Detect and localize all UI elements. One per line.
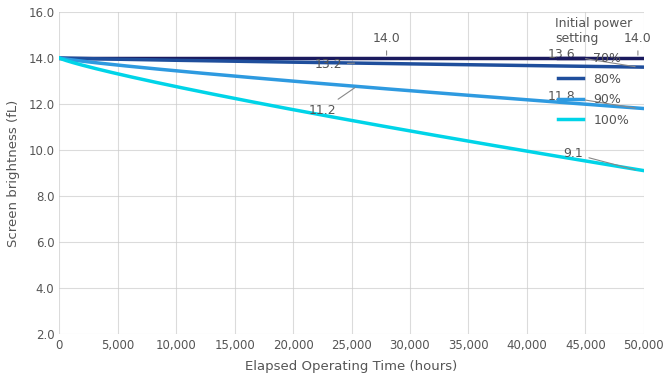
- 80%: [639, 65, 648, 70]
- Text: 13.6: 13.6: [548, 48, 635, 66]
- 100%: [372, 122, 380, 127]
- 100%: [55, 55, 63, 60]
- Legend: 70%, 80%, 90%, 100%: 70%, 80%, 90%, 100%: [550, 12, 637, 132]
- 70%: [333, 55, 341, 60]
- 90%: [403, 88, 411, 93]
- 70%: [403, 55, 411, 60]
- 90%: [639, 106, 648, 111]
- Line: 100%: 100%: [59, 58, 643, 171]
- 90%: [55, 55, 63, 60]
- 90%: [333, 82, 341, 87]
- Line: 90%: 90%: [59, 58, 643, 109]
- 90%: [534, 98, 542, 103]
- 90%: [336, 83, 344, 87]
- 90%: [625, 105, 633, 110]
- 80%: [336, 60, 344, 65]
- 90%: [372, 86, 380, 90]
- 80%: [403, 62, 411, 66]
- 70%: [639, 55, 648, 60]
- 70%: [534, 55, 542, 60]
- Line: 80%: 80%: [59, 58, 643, 67]
- 80%: [372, 61, 380, 66]
- 100%: [625, 166, 633, 171]
- Y-axis label: Screen brightness (fL): Screen brightness (fL): [7, 99, 20, 247]
- 80%: [333, 60, 341, 65]
- 100%: [336, 116, 344, 121]
- Text: 11.8: 11.8: [548, 90, 635, 108]
- X-axis label: Elapsed Operating Time (hours): Elapsed Operating Time (hours): [246, 360, 458, 373]
- 100%: [639, 168, 648, 173]
- 70%: [336, 55, 344, 60]
- Text: 13.2: 13.2: [314, 58, 354, 71]
- 70%: [372, 55, 380, 60]
- 70%: [625, 55, 633, 60]
- 80%: [55, 55, 63, 60]
- 80%: [534, 63, 542, 68]
- 80%: [625, 65, 633, 69]
- Text: 14.0: 14.0: [624, 32, 652, 55]
- 100%: [534, 151, 542, 155]
- Text: 14.0: 14.0: [372, 32, 401, 55]
- Text: 9.1: 9.1: [564, 147, 635, 170]
- 100%: [403, 128, 411, 133]
- Text: 11.2: 11.2: [309, 87, 355, 117]
- 100%: [333, 116, 341, 120]
- 70%: [55, 55, 63, 60]
